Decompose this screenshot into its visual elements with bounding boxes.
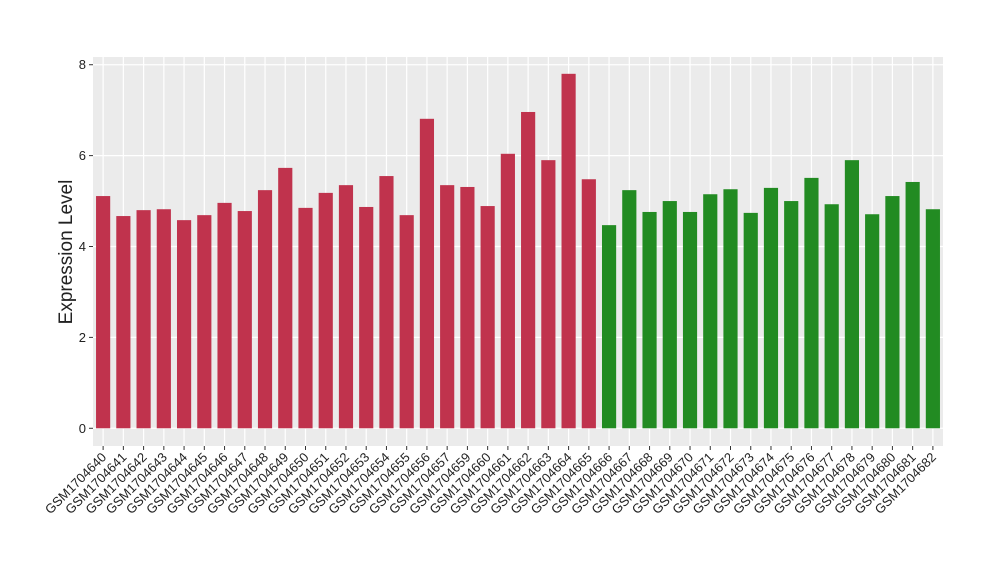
bar xyxy=(257,190,273,429)
bar xyxy=(480,206,495,429)
y-tick-label: 2 xyxy=(79,330,86,345)
bar xyxy=(743,212,758,429)
bar xyxy=(905,181,920,429)
bar xyxy=(136,210,151,429)
bar xyxy=(399,215,414,429)
bar xyxy=(824,204,839,429)
bar xyxy=(500,153,515,429)
bar xyxy=(804,177,819,429)
bar xyxy=(662,201,677,429)
y-tick-label: 0 xyxy=(79,421,86,436)
bar xyxy=(338,185,354,429)
y-tick-label: 6 xyxy=(79,148,86,163)
bar xyxy=(278,167,293,429)
bar xyxy=(642,211,657,429)
bar xyxy=(440,185,455,429)
bar xyxy=(723,189,738,429)
bar xyxy=(682,211,698,429)
plot-panel xyxy=(93,57,943,446)
bar xyxy=(581,179,596,429)
bar xyxy=(925,209,940,429)
bar xyxy=(561,73,576,429)
bar xyxy=(784,201,799,429)
bar xyxy=(96,196,111,429)
bar xyxy=(116,216,131,429)
bar xyxy=(359,206,374,429)
bar xyxy=(379,176,394,429)
bar xyxy=(763,187,779,429)
y-tick-label: 8 xyxy=(79,57,86,72)
bar xyxy=(601,225,617,429)
y-axis-label: Expression Level xyxy=(56,180,77,325)
bar xyxy=(865,214,880,429)
bar xyxy=(176,220,192,429)
bar xyxy=(521,111,536,429)
bar xyxy=(419,118,435,429)
bar xyxy=(156,209,171,429)
y-tick-label: 4 xyxy=(79,239,86,254)
bar xyxy=(703,194,718,429)
bar xyxy=(197,215,212,429)
bar xyxy=(298,207,313,429)
bar xyxy=(318,192,333,429)
bar xyxy=(237,211,252,429)
bar xyxy=(885,196,900,429)
bar xyxy=(460,186,475,429)
bar xyxy=(217,202,232,429)
bar xyxy=(844,160,860,429)
bar xyxy=(541,160,556,429)
bar xyxy=(622,190,637,429)
